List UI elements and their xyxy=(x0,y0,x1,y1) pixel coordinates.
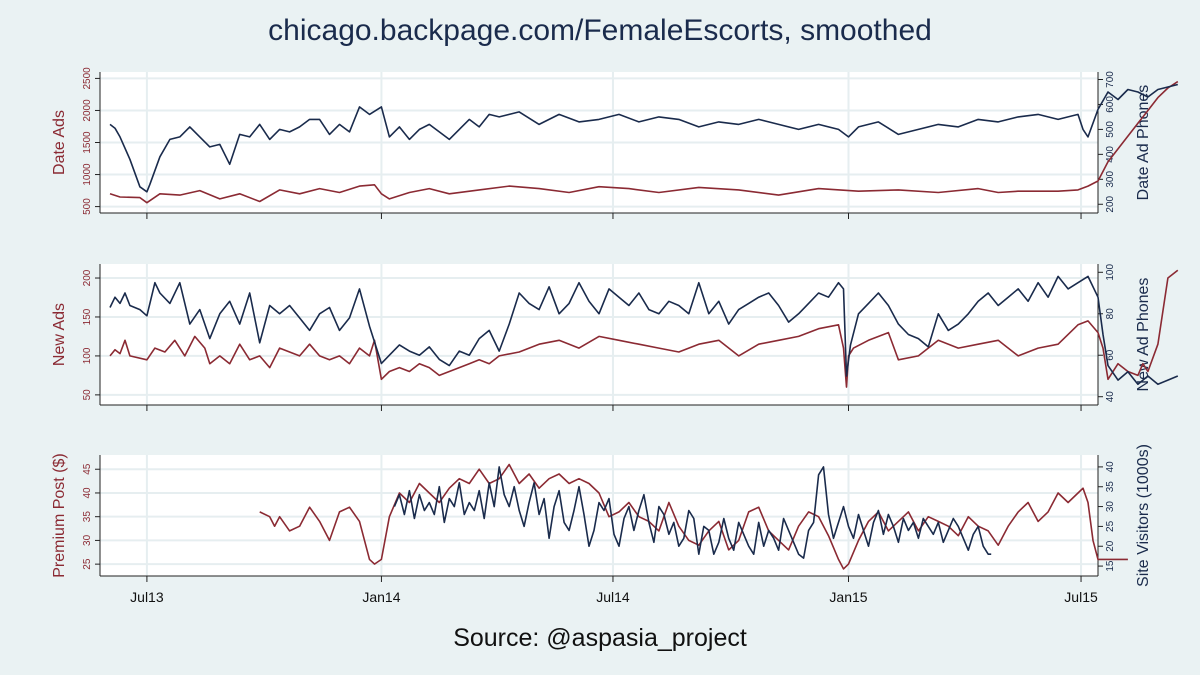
series-premium-post xyxy=(259,463,1128,570)
y-tick-label-left: 1000 xyxy=(82,163,93,186)
y-axis-title-left: New Ads xyxy=(51,303,68,366)
y-tick-label-left: 2500 xyxy=(82,67,93,90)
y-tick-label-right: 30 xyxy=(1105,501,1116,513)
y-tick-label-left: 40 xyxy=(82,487,93,499)
series-site-visitors-1000s xyxy=(393,466,992,559)
y-axis-title-left: Date Ads xyxy=(51,110,68,175)
y-tick-label-right: 200 xyxy=(1105,195,1116,212)
y-tick-label-left: 45 xyxy=(82,463,93,475)
y-tick-label-right: 80 xyxy=(1105,308,1116,320)
x-tick-label: Jul14 xyxy=(596,589,630,605)
y-tick-label-right: 35 xyxy=(1105,481,1116,493)
y-tick-label-right: 15 xyxy=(1105,560,1116,572)
y-tick-label-right: 500 xyxy=(1105,121,1116,138)
source-caption: Source: @aspasia_project xyxy=(453,624,747,652)
y-tick-label-left: 2000 xyxy=(82,99,93,122)
y-tick-label-left: 100 xyxy=(82,347,93,364)
y-axis-title-right: Site Visitors (1000s) xyxy=(1135,444,1152,587)
y-tick-label-right: 700 xyxy=(1105,71,1116,88)
x-tick-label: Jan14 xyxy=(362,589,400,605)
series-new-ad-phones xyxy=(109,275,1179,386)
y-tick-label-left: 500 xyxy=(82,198,93,215)
plot-area xyxy=(100,264,1098,405)
y-axis-title-right: Date Ad Phones xyxy=(1135,85,1152,201)
y-tick-label-right: 300 xyxy=(1105,171,1116,188)
y-axis-title-left: Premium Post ($) xyxy=(51,453,68,577)
series-date-ad-phones xyxy=(109,83,1178,193)
y-tick-label-right: 100 xyxy=(1105,264,1116,281)
panel-3: 25 30 35 40 45 15 20 25 30 35 40 Premium Post ($) Si… xyxy=(51,444,1152,587)
series-new-ads xyxy=(109,269,1179,388)
y-tick-label-left: 30 xyxy=(82,534,93,546)
y-tick-label-left: 35 xyxy=(82,511,93,523)
x-tick-label: Jul13 xyxy=(130,589,164,605)
y-tick-label-right: 20 xyxy=(1105,540,1116,552)
y-tick-label-left: 150 xyxy=(82,308,93,325)
y-tick-label-right: 400 xyxy=(1105,146,1116,163)
y-tick-label-right: 60 xyxy=(1105,349,1116,361)
plot-area xyxy=(100,455,1098,576)
series-date-ads xyxy=(109,80,1179,204)
x-tick-label: Jul15 xyxy=(1064,589,1098,605)
y-tick-label-right: 25 xyxy=(1105,520,1116,532)
y-tick-label-left: 50 xyxy=(82,389,93,401)
y-tick-label-left: 25 xyxy=(82,558,93,570)
y-tick-label-right: 40 xyxy=(1105,391,1116,403)
y-axis-title-right: New Ad Phones xyxy=(1135,278,1152,392)
y-tick-label-right: 600 xyxy=(1105,96,1116,113)
y-tick-label-right: 40 xyxy=(1105,461,1116,473)
chart-title: chicago.backpage.com/FemaleEscorts, smoo… xyxy=(268,14,932,47)
panel-2: 50 100 150 200 40 60 80 100 New Ads New Ad Phones xyxy=(51,264,1179,411)
panel-1: 500 1000 1500 2000 2500 200 300 400 500 600 700 Dat… xyxy=(51,67,1179,219)
x-tick-label: Jan15 xyxy=(829,589,867,605)
y-tick-label-left: 200 xyxy=(82,269,93,286)
y-tick-label-left: 1500 xyxy=(82,131,93,154)
